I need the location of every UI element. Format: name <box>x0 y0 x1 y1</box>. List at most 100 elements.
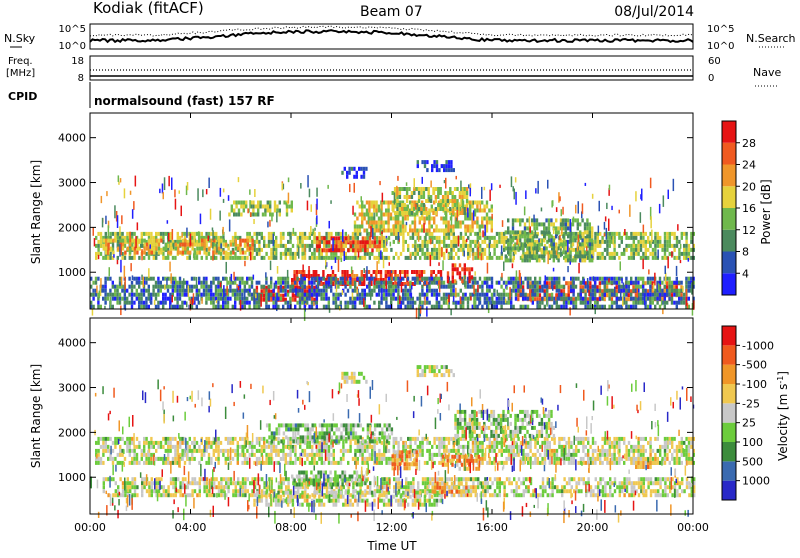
range-cell <box>418 300 422 305</box>
range-cell <box>588 222 591 227</box>
range-cell <box>366 231 369 236</box>
range-cell <box>464 239 467 244</box>
scatter-cell <box>405 221 408 226</box>
scatter-cell <box>622 282 625 290</box>
range-cell <box>507 226 510 231</box>
range-cell <box>327 284 330 289</box>
range-cell <box>330 251 333 256</box>
scatter-cell <box>222 198 225 203</box>
range-cell <box>258 231 261 236</box>
range-cell <box>308 444 311 449</box>
range-cell <box>260 436 263 441</box>
range-cell <box>433 243 436 248</box>
range-cell <box>671 243 674 248</box>
range-cell <box>622 300 626 305</box>
range-cell <box>510 288 513 293</box>
scatter-cell <box>562 206 564 215</box>
range-cell <box>348 166 351 171</box>
range-cell <box>411 228 414 233</box>
range-cell <box>219 251 223 256</box>
range-cell <box>474 239 477 244</box>
range-cell <box>299 456 302 461</box>
range-cell <box>123 456 127 461</box>
range-cell <box>227 436 230 441</box>
range-cell <box>107 242 110 247</box>
range-cell <box>243 452 247 457</box>
range-cell <box>183 460 187 465</box>
range-cell <box>318 244 321 249</box>
range-cell <box>157 246 161 251</box>
range-cell <box>308 296 311 301</box>
range-cell <box>346 274 349 278</box>
range-cell <box>288 204 291 209</box>
range-cell <box>450 255 453 260</box>
range-cell <box>398 195 402 199</box>
range-cell <box>639 292 642 297</box>
range-cell <box>233 208 236 213</box>
range-cell <box>634 288 638 293</box>
range-cell <box>252 212 255 217</box>
range-cell <box>478 200 481 205</box>
scatter-cell <box>344 274 346 283</box>
range-cell <box>212 280 215 285</box>
range-cell <box>692 255 695 260</box>
range-cell <box>318 240 321 245</box>
scatter-cell <box>636 288 638 298</box>
range-cell <box>538 288 542 293</box>
range-cell <box>632 280 635 285</box>
range-cell <box>147 276 150 281</box>
range-cell <box>361 212 364 217</box>
range-cell <box>422 191 426 195</box>
scatter-cell <box>561 227 563 234</box>
range-cell <box>682 296 686 301</box>
scatter-cell <box>606 202 608 210</box>
range-cell <box>361 300 364 305</box>
range-cell <box>543 246 546 251</box>
range-cell <box>465 203 469 207</box>
range-cell <box>584 235 587 240</box>
range-cell <box>474 300 477 305</box>
range-cell <box>306 296 309 301</box>
range-cell <box>222 300 225 305</box>
range-cell <box>131 231 134 236</box>
range-cell <box>387 220 390 225</box>
range-cell <box>178 280 182 285</box>
range-cell <box>171 444 175 449</box>
range-cell <box>361 276 364 281</box>
scatter-cell <box>310 226 312 234</box>
range-cell <box>452 235 455 240</box>
range-cell <box>138 255 141 260</box>
range-cell <box>342 251 345 256</box>
range-cell <box>459 235 463 240</box>
range-cell <box>193 456 196 461</box>
range-cell <box>625 243 628 248</box>
scatter-cell <box>419 306 422 314</box>
range-cell <box>596 243 599 248</box>
range-cell <box>176 440 179 445</box>
range-cell <box>267 440 271 445</box>
range-cell <box>474 231 477 236</box>
range-cell <box>241 288 244 293</box>
range-cell <box>644 281 647 286</box>
range-cell <box>114 284 117 289</box>
range-cell <box>143 231 146 236</box>
scatter-cell <box>216 242 218 253</box>
scatter-cell <box>208 177 210 189</box>
range-cell <box>581 218 584 223</box>
range-cell <box>322 296 326 301</box>
range-cell <box>519 246 522 251</box>
range-cell <box>599 231 602 236</box>
range-cell <box>181 288 184 293</box>
scatter-cell <box>149 244 151 249</box>
range-cell <box>212 448 215 453</box>
range-cell <box>183 280 186 285</box>
range-cell <box>265 243 268 248</box>
range-cell <box>318 276 321 281</box>
range-cell <box>190 288 194 293</box>
range-cell <box>213 250 216 255</box>
range-cell <box>391 203 394 207</box>
range-cell <box>152 292 155 297</box>
scatter-cell <box>276 292 278 300</box>
range-cell <box>253 247 256 252</box>
range-cell <box>377 278 380 282</box>
